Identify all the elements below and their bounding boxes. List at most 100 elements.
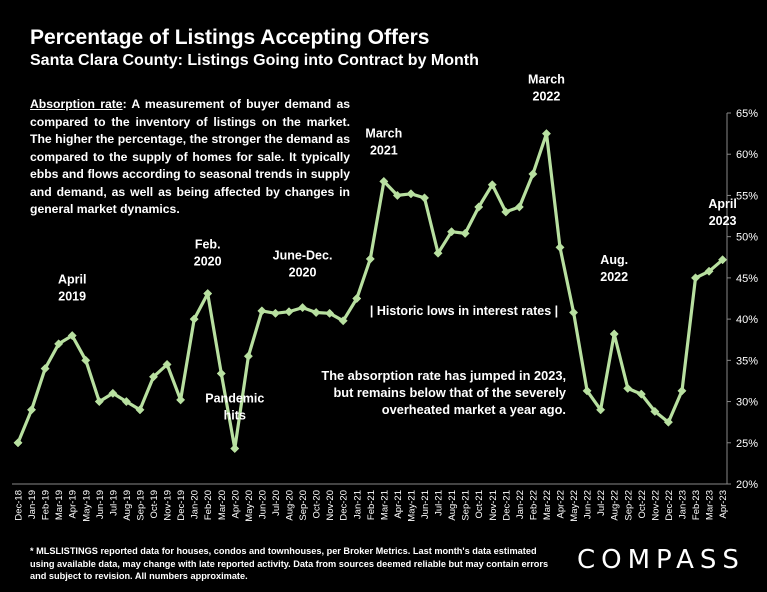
data-point <box>406 189 416 199</box>
x-tick-label: Jun-21 <box>420 490 431 519</box>
annotation-label: 2019 <box>58 290 86 304</box>
annotation-label: Feb. <box>195 238 221 252</box>
data-point <box>501 207 511 217</box>
data-point <box>325 308 335 318</box>
annotation-label: March <box>528 73 565 87</box>
data-point <box>718 255 728 265</box>
data-point <box>447 227 457 237</box>
x-tick-label: May-22 <box>569 490 580 522</box>
x-tick-label: Sep-22 <box>623 490 634 521</box>
x-tick-label: Aug-21 <box>447 490 458 521</box>
x-tick-label: Sep-20 <box>298 490 309 521</box>
x-tick-label: Jan-20 <box>190 490 201 519</box>
data-point <box>419 193 430 203</box>
x-tick-label: Jan-23 <box>677 490 688 519</box>
annotation-label: April <box>58 273 86 287</box>
x-tick-label: Mar-21 <box>379 490 390 520</box>
x-tick-label: Dec-22 <box>664 490 675 521</box>
data-point <box>541 129 552 139</box>
annotation-label: 2020 <box>289 266 317 280</box>
data-point <box>135 405 145 415</box>
x-tick-label: May-19 <box>81 490 92 522</box>
data-point <box>243 351 253 361</box>
x-tick-label: Aug-22 <box>610 490 621 521</box>
x-tick-label: Jun-22 <box>583 490 594 519</box>
x-tick-label: Dec-20 <box>339 490 350 521</box>
data-point <box>568 307 579 318</box>
data-point <box>230 443 240 454</box>
data-point <box>365 254 375 264</box>
annotation-label: hits <box>224 409 246 423</box>
x-tick-label: Jun-19 <box>95 490 106 519</box>
x-tick-label: Feb-21 <box>366 490 377 520</box>
y-tick-label: 30% <box>736 397 758 409</box>
chart-subtitle: Santa Clara County: Listings Going into … <box>30 52 479 69</box>
y-tick-label: 45% <box>736 273 758 285</box>
y-tick-label: 55% <box>736 190 758 202</box>
data-point <box>176 395 186 405</box>
x-tick-label: Oct-19 <box>149 490 160 519</box>
y-tick-label: 50% <box>736 232 758 244</box>
data-point <box>487 180 497 190</box>
x-tick-label: Apr-23 <box>718 490 729 519</box>
data-point <box>121 397 131 407</box>
data-point <box>67 331 77 341</box>
data-point <box>148 372 159 382</box>
annotation-label: 2023 <box>709 214 737 228</box>
x-tick-label: Jan-19 <box>27 490 38 519</box>
x-tick-label: Nov-22 <box>650 490 661 521</box>
annotation-label: 2020 <box>194 255 222 269</box>
x-tick-label: Sep-21 <box>461 490 472 521</box>
x-tick-label: Feb-22 <box>528 490 539 520</box>
x-tick-label: Jun-20 <box>257 490 268 519</box>
description-text: : A measurement of buyer demand as compa… <box>30 97 351 216</box>
x-tick-label: Jul-19 <box>108 490 119 516</box>
x-tick-label: Feb-19 <box>41 490 52 520</box>
annotation-interest-rates: | Historic lows in interest rates | <box>370 304 558 318</box>
data-point <box>216 368 226 379</box>
data-point <box>81 355 91 365</box>
data-point <box>663 417 673 427</box>
data-point <box>460 228 470 238</box>
data-point <box>650 406 660 417</box>
data-point <box>609 329 619 339</box>
data-point <box>13 438 23 448</box>
data-point <box>636 389 646 399</box>
data-point <box>528 169 538 179</box>
x-tick-label: Apr-19 <box>68 490 79 519</box>
data-point <box>162 359 172 370</box>
data-point <box>392 190 402 200</box>
x-tick-label: Nov-20 <box>325 490 336 521</box>
x-tick-label: Oct-22 <box>637 490 648 519</box>
x-tick-label: Feb-20 <box>203 490 214 520</box>
annotation-label: 2021 <box>370 143 398 157</box>
footnote: * MLSLISTINGS reported data for houses, … <box>30 546 549 581</box>
x-tick-label: May-21 <box>406 490 417 522</box>
description-block: Absorption rate: A measurement of buyer … <box>30 96 350 219</box>
data-point <box>40 364 50 374</box>
data-point <box>596 405 606 415</box>
data-point <box>379 176 389 186</box>
data-point <box>352 293 362 304</box>
x-tick-label: Nov-19 <box>163 490 174 521</box>
x-tick-label: Apr-21 <box>393 490 404 519</box>
data-point <box>54 339 64 349</box>
data-point <box>704 266 714 276</box>
x-tick-label: Dec-21 <box>501 490 512 521</box>
data-point <box>257 306 267 316</box>
x-tick-label: Mar-20 <box>217 490 228 520</box>
y-tick-label: 40% <box>736 314 758 326</box>
data-point <box>284 307 294 317</box>
x-tick-label: Jan-21 <box>352 490 363 519</box>
data-point <box>623 383 633 393</box>
y-tick-label: 20% <box>736 479 758 491</box>
data-point <box>311 307 321 318</box>
x-tick-label: Oct-20 <box>312 490 323 519</box>
x-tick-label: Oct-21 <box>474 490 485 519</box>
x-tick-label: Apr-20 <box>230 490 241 519</box>
y-tick-label: 65% <box>736 108 758 120</box>
chart-note: The absorption rate has jumped in 2023, … <box>321 368 566 417</box>
x-tick-label: Jan-22 <box>515 490 526 519</box>
data-point <box>203 288 213 299</box>
compass-logo: COMPASS <box>577 545 745 575</box>
